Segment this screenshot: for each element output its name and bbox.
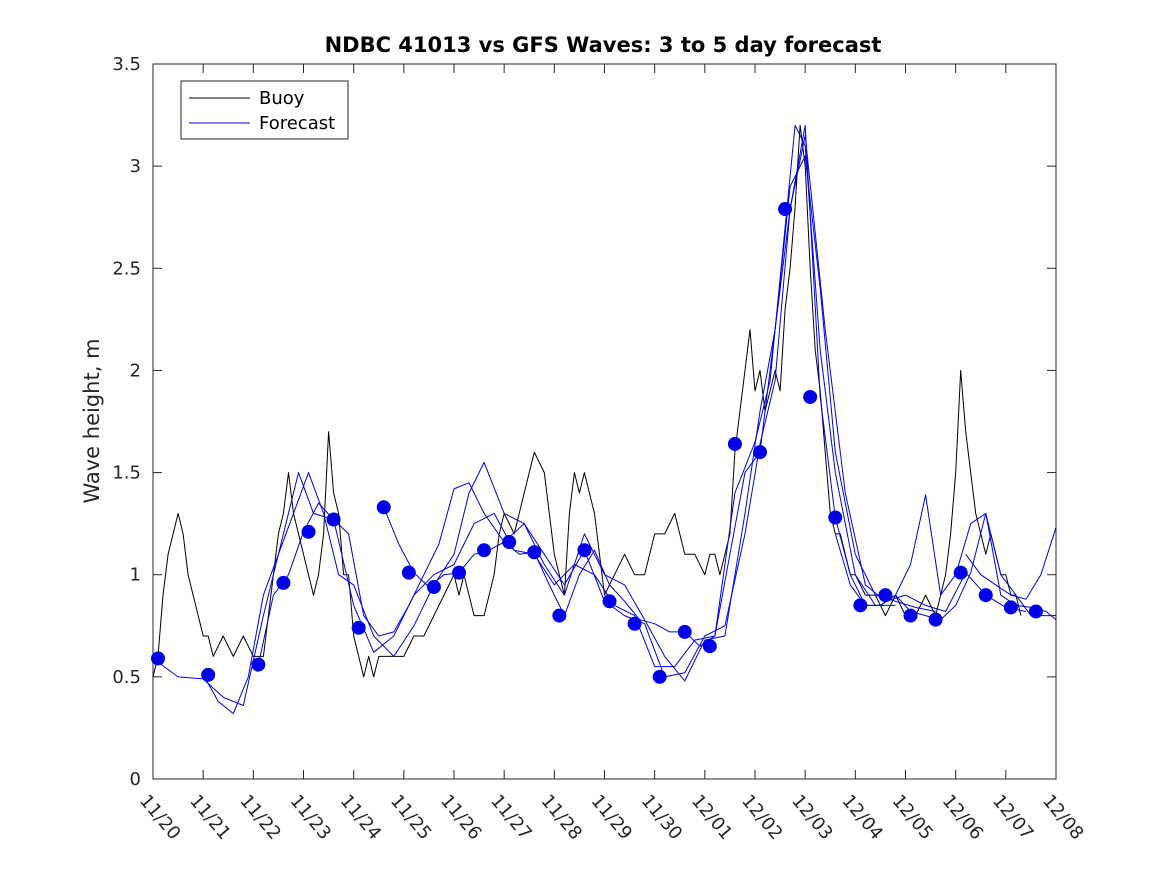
- y-tick-label: 3: [130, 156, 141, 177]
- y-axis: 0 0.5 1 1.5 2 2.5 3 3.5: [112, 54, 1056, 790]
- plot-area: [152, 63, 1057, 780]
- forecast-point: [251, 657, 266, 672]
- forecast-point: [326, 512, 341, 527]
- forecast-line: [383, 124, 1057, 647]
- y-axis-label: Wave height, m: [80, 338, 104, 503]
- forecast-point: [803, 389, 818, 404]
- forecast-point: [778, 202, 793, 217]
- forecast-point: [477, 543, 492, 558]
- y-tick-label: 0: [130, 769, 141, 790]
- forecast-point: [552, 608, 567, 623]
- forecast-point: [527, 545, 542, 560]
- forecast-point: [301, 524, 316, 539]
- forecast-point: [903, 608, 918, 623]
- forecast-point: [953, 565, 968, 580]
- y-tick-label: 3.5: [112, 54, 141, 75]
- forecast-point: [878, 588, 893, 603]
- forecast-line: [965, 527, 1057, 600]
- chart-title: NDBC 41013 vs GFS Waves: 3 to 5 day fore…: [325, 33, 882, 57]
- forecast-point: [753, 445, 768, 460]
- forecast-point: [577, 543, 592, 558]
- forecast-line: [152, 124, 896, 706]
- forecast-point: [452, 565, 467, 580]
- legend-buoy-label: Buoy: [259, 88, 305, 109]
- forecast-point: [727, 436, 742, 451]
- forecast-point: [853, 598, 868, 613]
- y-tick-label: 2.5: [112, 258, 141, 279]
- forecast-point: [351, 620, 366, 635]
- forecast-point: [677, 624, 692, 639]
- forecast-point: [978, 588, 993, 603]
- forecast-point: [928, 612, 943, 627]
- legend-box: [180, 80, 349, 140]
- legend-forecast-label: Forecast: [259, 113, 335, 134]
- forecast-point: [702, 639, 717, 654]
- forecast-point: [828, 510, 843, 525]
- y-tick-label: 1.5: [112, 463, 141, 484]
- forecast-point: [602, 594, 617, 609]
- forecast-line: [834, 494, 1056, 617]
- forecast-point: [627, 616, 642, 631]
- forecast-point: [376, 500, 391, 515]
- y-tick-label: 0.5: [112, 667, 141, 688]
- forecast-point: [502, 535, 517, 550]
- forecast-point: [151, 651, 166, 666]
- buoy-line: [152, 124, 1022, 678]
- forecast-point: [276, 575, 291, 590]
- y-tick-label: 2: [130, 360, 141, 381]
- forecast-markers: [151, 202, 1043, 684]
- forecast-point: [1028, 604, 1043, 619]
- forecast-point: [426, 579, 441, 594]
- forecast-point: [201, 667, 216, 682]
- forecast-point: [401, 565, 416, 580]
- legend: Buoy Forecast: [180, 80, 349, 140]
- forecast-point: [652, 669, 667, 684]
- forecast-point: [1003, 600, 1018, 615]
- y-tick-label: 1: [130, 565, 141, 586]
- plot-frame: [152, 63, 1057, 780]
